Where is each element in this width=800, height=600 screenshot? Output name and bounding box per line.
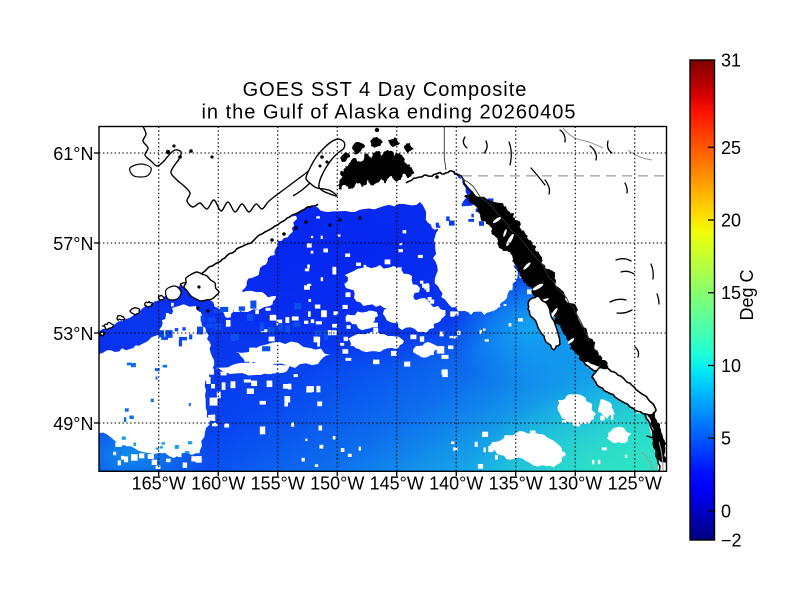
svg-text:20: 20 — [721, 211, 741, 231]
svg-text:49°N: 49°N — [53, 414, 93, 434]
svg-text:155°W: 155°W — [251, 474, 305, 494]
svg-text:GOES SST 4 Day Composite: GOES SST 4 Day Composite — [243, 79, 528, 101]
svg-text:53°N: 53°N — [53, 324, 93, 344]
svg-text:0: 0 — [721, 501, 731, 521]
svg-text:61°N: 61°N — [53, 144, 93, 164]
svg-text:10: 10 — [721, 356, 741, 376]
svg-text:in the Gulf of Alaska ending 2: in the Gulf of Alaska ending 20260405 — [201, 102, 576, 124]
svg-text:31: 31 — [721, 51, 741, 71]
svg-text:15: 15 — [721, 283, 741, 303]
svg-text:140°W: 140°W — [429, 474, 483, 494]
svg-text:−2: −2 — [721, 531, 742, 551]
svg-text:130°W: 130°W — [548, 474, 602, 494]
svg-text:160°W: 160°W — [191, 474, 245, 494]
svg-text:145°W: 145°W — [370, 474, 424, 494]
svg-text:5: 5 — [721, 429, 731, 449]
svg-text:Deg C: Deg C — [737, 269, 757, 320]
svg-text:25: 25 — [721, 138, 741, 158]
svg-text:125°W: 125°W — [608, 474, 662, 494]
svg-text:165°W: 165°W — [132, 474, 186, 494]
svg-text:150°W: 150°W — [310, 474, 364, 494]
svg-text:57°N: 57°N — [53, 234, 93, 254]
svg-text:135°W: 135°W — [489, 474, 543, 494]
